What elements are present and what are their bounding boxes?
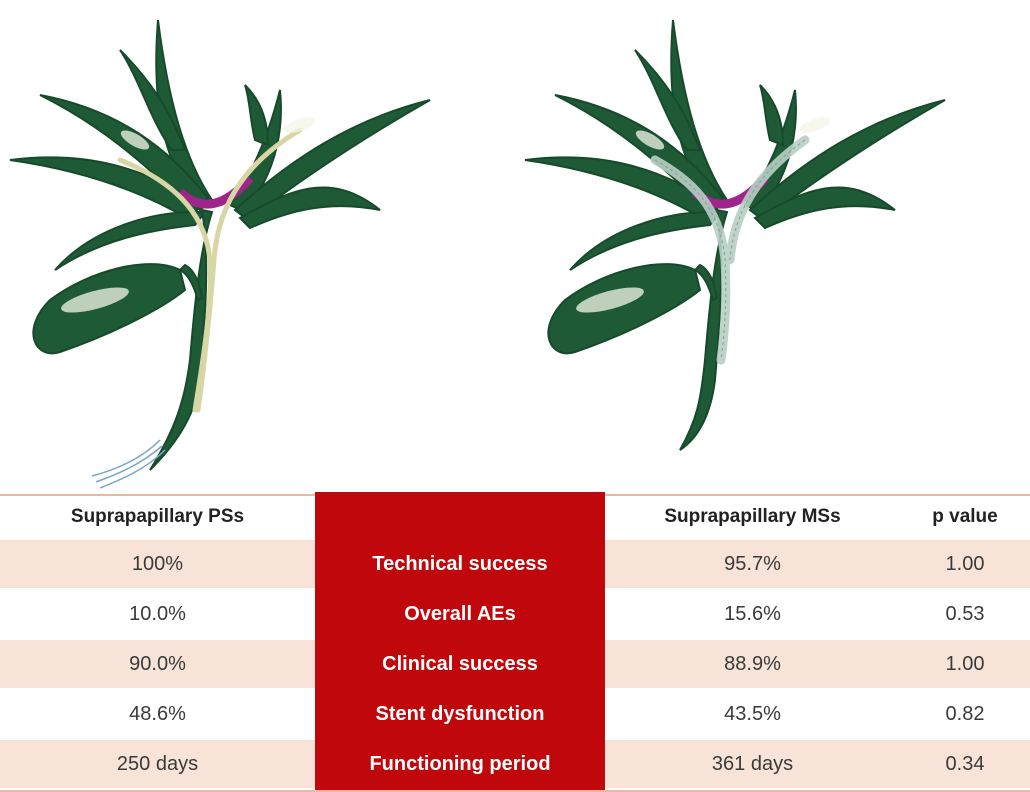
p-value: 0.82 xyxy=(945,702,985,725)
table-row: 48.6% 43.5% 0.82 xyxy=(0,690,1030,738)
ps-value: 100% xyxy=(131,552,184,575)
metal-stent-illustration xyxy=(515,0,1030,492)
ps-value: 48.6% xyxy=(129,702,186,725)
metric-label: Functioning period xyxy=(369,752,551,775)
p-value: 1.00 xyxy=(945,552,985,575)
metric-label: Clinical success xyxy=(382,652,538,675)
ps-value: 10.0% xyxy=(129,602,186,625)
ms-value: 95.7% xyxy=(724,552,781,575)
p-value: 0.34 xyxy=(945,752,985,775)
ps-value: 250 days xyxy=(116,752,199,775)
header-p-value: p value xyxy=(932,506,998,527)
metric-column: Technical success Overall AEs Clinical s… xyxy=(315,492,605,792)
ps-value: 90.0% xyxy=(129,652,186,675)
ms-value: 361 days xyxy=(711,752,794,775)
plastic-stent-illustration xyxy=(0,0,515,492)
table-row: 10.0% 15.6% 0.53 xyxy=(0,590,1030,638)
header-suprapapillary-ms: Suprapapillary MSs xyxy=(664,506,841,527)
metric-label: Overall AEs xyxy=(404,602,516,625)
comparison-table: Suprapapillary PSs Suprapapillary MSs p … xyxy=(0,492,1030,792)
ms-value: 43.5% xyxy=(724,702,781,725)
p-value: 1.00 xyxy=(945,652,985,675)
metric-label: Stent dysfunction xyxy=(375,702,545,725)
header-suprapapillary-ps: Suprapapillary PSs xyxy=(70,506,245,527)
p-value: 0.53 xyxy=(945,602,985,625)
metric-label: Technical success xyxy=(372,552,548,575)
table-bottom-rule xyxy=(0,790,1030,792)
ms-value: 88.9% xyxy=(724,652,781,675)
ms-value: 15.6% xyxy=(724,602,781,625)
